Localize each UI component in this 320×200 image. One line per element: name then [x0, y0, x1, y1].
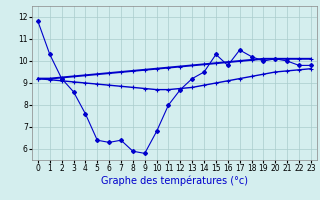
X-axis label: Graphe des températures (°c): Graphe des températures (°c): [101, 176, 248, 186]
